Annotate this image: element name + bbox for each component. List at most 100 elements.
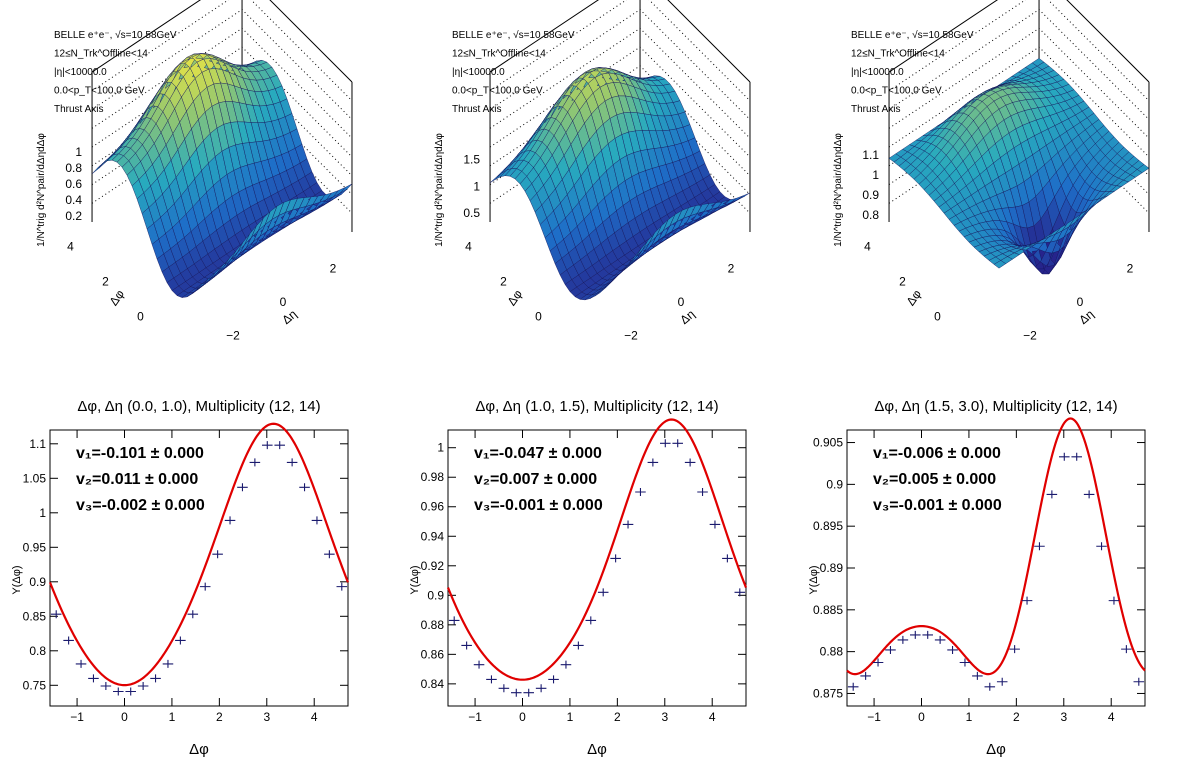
y-tick-label: 0.885 [813,603,843,617]
y-tick-label: 0.95 [23,540,47,554]
surface-svg: BELLE e⁺e⁻, √s=10.58GeV 12≤N_Trk^Offline<… [434,0,751,342]
z-tick-label: 1.1 [862,148,879,162]
surface-plot-3: BELLE e⁺e⁻, √s=10.58GeV 12≤N_Trk^Offline<… [797,0,1195,380]
fit-svg: Δφ, Δη (1.0, 1.5), Multiplicity (12, 14)… [409,398,748,758]
x-axis-label: Δφ [189,741,209,758]
fit-parameter-label: v₂=0.005 ± 0.000 [873,471,996,488]
box-top-edge [489,0,751,83]
box-grid-line [489,46,751,158]
data-point [885,645,896,654]
data-point [922,630,933,639]
y-tick-label: 0.875 [813,686,843,700]
box-grid-line [489,27,751,139]
box-grid-line [888,46,1150,158]
phi-tick-label: 0 [934,310,941,324]
y-tick-label: 0.9 [29,575,46,589]
phi-tick-label: 2 [899,274,906,288]
z-tick-label: 0.8 [862,208,879,222]
eta-tick-label: −2 [226,328,240,342]
surface-annotation: BELLE e⁺e⁻, √s=10.58GeV [54,29,177,41]
data-point [548,675,559,684]
x-tick-label: 2 [1013,710,1020,724]
x-tick-label: 3 [661,710,668,724]
surface-annotation: 12≤N_Trk^Offline<14 [452,49,546,60]
x-tick-label: 0 [519,710,526,724]
z-axis-label: 1/N^trig d²N^pair/dΔηdΔφ [36,133,47,247]
fit-parameter-label: v₁=-0.101 ± 0.000 [76,445,204,462]
y-tick-label: 0.94 [421,529,445,543]
data-point [249,458,261,467]
surface-plot-1: BELLE e⁺e⁻, √s=10.58GeV 12≤N_Trk^Offline<… [0,0,398,380]
data-point [511,688,522,697]
data-point [1071,452,1082,461]
surface-annotation: |η|<10000.0 [54,67,107,78]
eta-axis-label: Δη [279,307,299,327]
data-point [585,616,597,625]
x-axis-label: Δφ [986,741,1006,758]
data-point [847,682,859,691]
y-tick-label: 0.9 [427,588,444,602]
box-grid-line [91,0,353,102]
eta-tick-label: 2 [1127,262,1134,276]
phi-tick-label: 4 [864,239,871,253]
box-grid-line [888,8,1150,120]
surface-cell [340,183,353,194]
y-tick-label: 0.84 [421,677,445,691]
z-tick-label: 1 [872,168,879,182]
data-point [137,681,149,690]
data-point [573,641,584,650]
x-tick-label: 3 [1060,710,1067,724]
data-point [1108,596,1120,605]
data-point [113,687,124,696]
surface-cell [738,192,751,200]
surface-annotation: BELLE e⁺e⁻, √s=10.58GeV [452,29,575,41]
data-point [187,610,199,619]
data-point [63,636,74,645]
phi-tick-label: 2 [500,274,507,288]
y-tick-label: 0.905 [813,436,843,450]
z-tick-label: 1 [75,145,82,159]
y-axis-label: Y(Δφ) [409,565,421,594]
box-top-edge [888,0,1150,83]
data-point [100,681,112,690]
data-point [299,483,310,492]
box-grid-line [91,46,353,158]
data-point [237,483,248,492]
x-axis-label: Δφ [587,741,607,758]
data-point [498,684,510,693]
data-point [262,441,273,450]
surface-svg: BELLE e⁺e⁻, √s=10.58GeV 12≤N_Trk^Offline<… [36,0,353,342]
x-tick-label: 2 [216,710,223,724]
data-point [1009,645,1020,654]
eta-tick-label: 0 [678,295,685,309]
phi-tick-label: 4 [465,239,472,253]
data-point [709,520,721,529]
surface-plot-2: BELLE e⁺e⁻, √s=10.58GeV 12≤N_Trk^Offline<… [398,0,796,380]
data-point [125,687,136,696]
phi-tick-label: 4 [67,239,74,253]
x-tick-label: 1 [169,710,176,724]
data-point [1059,452,1070,461]
y-tick-label: 0.895 [813,519,843,533]
y-tick-label: 1 [437,441,444,455]
y-tick-label: 0.9 [826,477,843,491]
fit-parameter-label: v₁=-0.006 ± 0.000 [873,445,1001,462]
data-point [448,616,460,625]
x-tick-label: 0 [918,710,925,724]
phi-tick-label: 2 [102,274,109,288]
data-point [597,588,609,597]
chart-title: Δφ, Δη (0.0, 1.0), Multiplicity (12, 14) [77,398,320,415]
plot-frame [49,429,349,707]
x-tick-label: 4 [709,710,716,724]
fit-parameter-label: v₃=-0.002 ± 0.000 [76,497,205,514]
fit-curve [48,422,350,687]
data-point [560,660,572,669]
z-tick-label: 1 [473,179,480,193]
data-point [672,439,683,448]
data-point [660,439,671,448]
x-tick-label: 4 [1108,710,1115,724]
fit-plot-3: Δφ, Δη (1.5, 3.0), Multiplicity (12, 14)… [797,390,1195,772]
data-point [947,645,958,654]
fit-curve [846,417,1146,676]
x-tick-label: 4 [311,710,318,724]
